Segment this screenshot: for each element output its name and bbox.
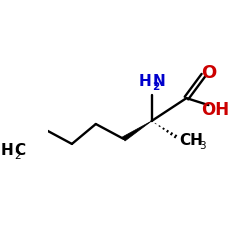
Polygon shape bbox=[122, 121, 152, 141]
Text: N: N bbox=[153, 74, 166, 89]
Text: C: C bbox=[14, 144, 26, 158]
Text: 3: 3 bbox=[199, 141, 206, 151]
Text: 2: 2 bbox=[14, 152, 20, 162]
Text: OH: OH bbox=[201, 101, 230, 119]
Text: H: H bbox=[138, 74, 151, 89]
Text: 2: 2 bbox=[152, 82, 160, 92]
Text: H: H bbox=[1, 144, 14, 158]
Text: O: O bbox=[201, 64, 216, 82]
Text: CH: CH bbox=[180, 134, 203, 148]
